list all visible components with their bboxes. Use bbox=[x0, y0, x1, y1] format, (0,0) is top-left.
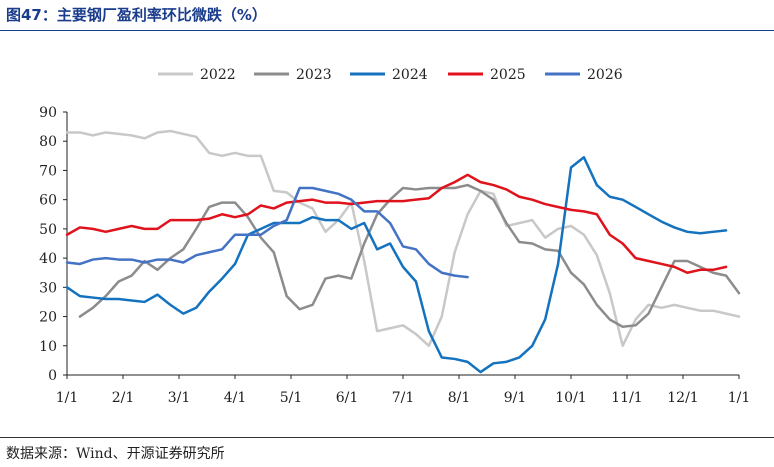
legend-label-2023: 2023 bbox=[296, 67, 332, 83]
x-tick-label: 12/1 bbox=[667, 390, 698, 406]
series-line-2023 bbox=[78, 183, 741, 329]
y-tick-label: 60 bbox=[39, 193, 57, 209]
x-tick-label: 4/1 bbox=[224, 390, 247, 406]
y-tick-label: 30 bbox=[39, 280, 57, 296]
source-note: 数据来源：Wind、开源证券研究所 bbox=[6, 446, 225, 462]
series-line-2025 bbox=[65, 173, 728, 274]
legend-label-2024: 2024 bbox=[392, 67, 428, 83]
series-line-2024 bbox=[65, 156, 728, 374]
y-tick-label: 90 bbox=[39, 105, 57, 121]
x-tick-label: 1/1 bbox=[728, 390, 751, 406]
title-rule bbox=[0, 30, 774, 31]
x-tick-label: 5/1 bbox=[280, 390, 303, 406]
x-tick-label: 9/1 bbox=[504, 390, 527, 406]
x-tick-label: 7/1 bbox=[392, 390, 415, 406]
legend-label-2025: 2025 bbox=[490, 67, 526, 83]
series-line-2026 bbox=[65, 186, 469, 279]
legend: 2022 2023 2024 2025 2026 bbox=[158, 67, 623, 83]
legend-label-2022: 2022 bbox=[200, 67, 236, 83]
axes: 0 10 20 30 40 50 60 70 80 90 1/1 2/1 3/1 4/1 5/1 6/1 7/1… bbox=[39, 105, 750, 406]
x-tick-label: 3/1 bbox=[168, 390, 191, 406]
y-tick-label: 20 bbox=[39, 310, 57, 326]
y-tick-label: 80 bbox=[39, 134, 57, 150]
x-tick-label: 2/1 bbox=[112, 390, 135, 406]
y-tick-label: 10 bbox=[39, 339, 57, 355]
x-tick-label: 11/1 bbox=[611, 390, 642, 406]
x-tick-label: 8/1 bbox=[448, 390, 471, 406]
figure-title: 图47：主要钢厂盈利率环比微跌（%） bbox=[6, 6, 267, 24]
y-tick-label: 70 bbox=[39, 163, 57, 179]
x-tick-label: 6/1 bbox=[336, 390, 359, 406]
y-tick-label: 0 bbox=[48, 368, 57, 384]
legend-label-2026: 2026 bbox=[587, 67, 623, 83]
y-tick-label: 50 bbox=[39, 222, 57, 238]
x-tick-label: 1/1 bbox=[56, 390, 79, 406]
x-tick-label: 10/1 bbox=[555, 390, 586, 406]
bottom-rule bbox=[0, 437, 774, 438]
line-chart: 2022 2023 2024 2025 2026 0 10 20 30 40 50 60 70 80 90… bbox=[39, 67, 750, 406]
series-line-2022 bbox=[65, 129, 741, 348]
series-lines bbox=[65, 129, 741, 374]
y-tick-label: 40 bbox=[39, 251, 57, 267]
